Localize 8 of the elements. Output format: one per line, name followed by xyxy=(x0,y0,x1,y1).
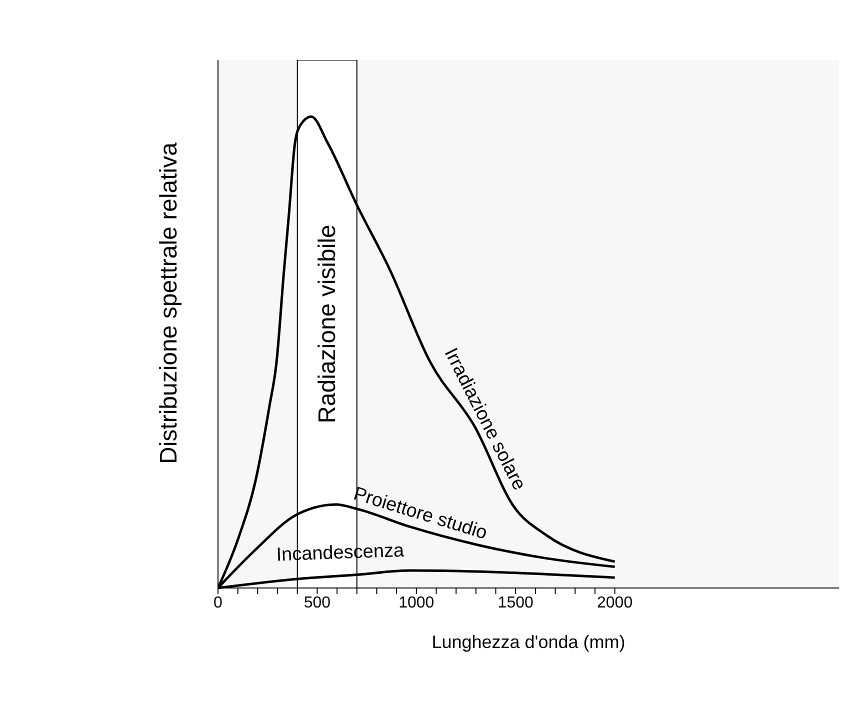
x-tick-label: 1500 xyxy=(498,594,534,612)
x-axis-title: Lunghezza d'onda (mm) xyxy=(432,632,626,652)
x-tick-label: 0 xyxy=(214,594,223,612)
x-tick-label: 2000 xyxy=(597,594,633,612)
y-axis-title: Distribuzione spettrale relativa xyxy=(156,142,183,464)
x-tick-label: 500 xyxy=(304,594,331,612)
band-label: Radiazione visibile xyxy=(314,224,342,424)
x-tick-label: 1000 xyxy=(398,594,434,612)
